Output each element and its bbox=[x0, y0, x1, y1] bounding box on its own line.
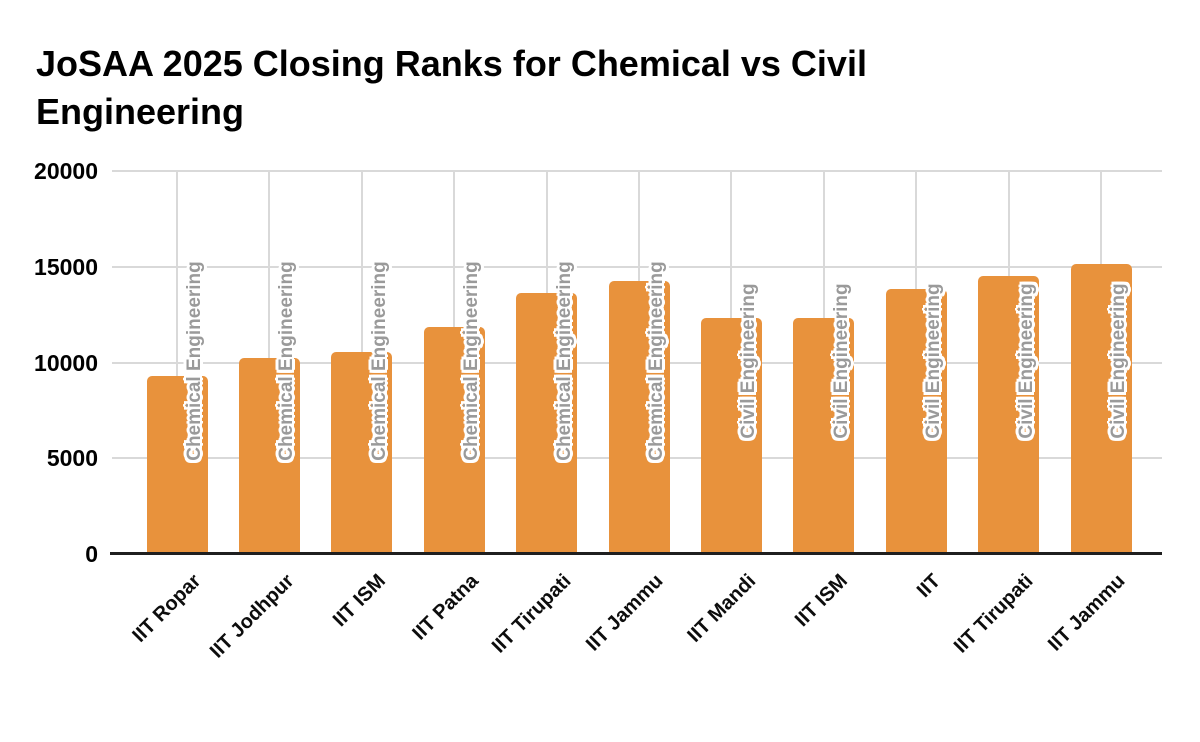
x-axis-category-label: IIT bbox=[912, 570, 945, 603]
bar bbox=[978, 276, 1040, 554]
bar-branch-label: Civil Engineering bbox=[923, 283, 945, 439]
x-axis-category-label: IIT Jammu bbox=[1044, 570, 1130, 656]
bar-branch-label: Chemical Engineering bbox=[646, 261, 667, 461]
bar-branch-label: Chemical Engineering bbox=[461, 261, 483, 461]
bar bbox=[700, 317, 762, 554]
y-axis-tick-label: 15000 bbox=[34, 253, 98, 280]
x-axis-line bbox=[110, 552, 1162, 555]
bar-branch-label: Civil Engineering bbox=[738, 283, 760, 439]
y-axis-tick-label: 20000 bbox=[34, 158, 98, 184]
y-gridline bbox=[112, 265, 1162, 268]
y-axis-tick-label: 5000 bbox=[46, 445, 98, 472]
x-axis-category-label: IIT Ropar bbox=[128, 570, 206, 647]
x-axis-category-label: IIT ISM bbox=[329, 570, 391, 632]
chart-title: JoSAA 2025 Closing Ranks for Chemical vs… bbox=[36, 43, 867, 132]
bar bbox=[331, 352, 393, 554]
bar bbox=[885, 288, 947, 554]
bar bbox=[793, 317, 855, 554]
bar-branch-label: Civil Engineering bbox=[830, 283, 852, 439]
x-axis-category-label: IIT Jammu bbox=[582, 570, 668, 656]
x-axis-category-label: IIT Patna bbox=[408, 570, 483, 645]
bar-branch-label: Civil Engineering bbox=[1108, 283, 1129, 439]
bar bbox=[608, 281, 670, 554]
x-axis-category-label: IIT Tirupati bbox=[487, 570, 576, 658]
bar bbox=[1070, 264, 1132, 554]
bar-branch-label: Chemical Engineering bbox=[184, 261, 205, 461]
bar bbox=[516, 292, 578, 554]
bar-branch-label: Chemical Engineering bbox=[368, 261, 390, 461]
x-axis-category-label: IIT Jodhpur bbox=[205, 570, 298, 663]
x-axis-category-label: IIT Mandi bbox=[683, 570, 760, 647]
x-axis-category-label: IIT Tirupati bbox=[949, 570, 1038, 658]
y-axis-tick-label: 0 bbox=[85, 541, 98, 567]
bar bbox=[146, 376, 208, 554]
x-gridline bbox=[176, 171, 178, 554]
y-gridline bbox=[112, 170, 1162, 172]
bar bbox=[238, 357, 300, 554]
bar bbox=[423, 327, 485, 554]
y-axis-tick-label: 10000 bbox=[34, 349, 98, 376]
x-axis-category-label: IIT ISM bbox=[791, 570, 853, 632]
bar-branch-label: Chemical Engineering bbox=[553, 261, 575, 461]
bar-branch-label: Chemical Engineering bbox=[276, 261, 298, 461]
bar-branch-label: Civil Engineering bbox=[1015, 283, 1037, 439]
